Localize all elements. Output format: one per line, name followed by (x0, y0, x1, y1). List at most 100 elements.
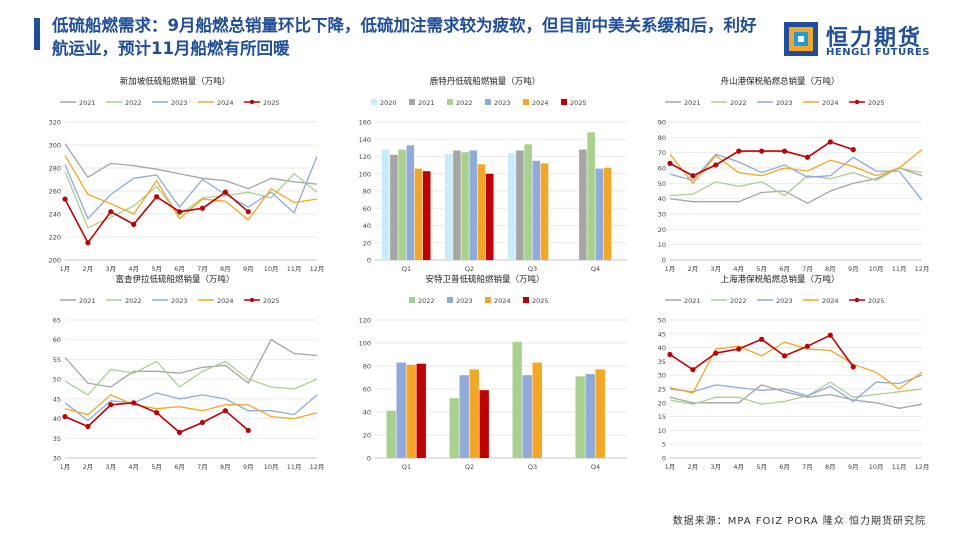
chart-title: 鹿特丹低硫船燃销量（万吨） (430, 76, 541, 87)
x-tick-label: 5月 (756, 265, 767, 273)
y-tick-label: 200 (49, 257, 61, 265)
y-tick-label: 60 (363, 386, 371, 394)
x-tick-label: 5月 (756, 463, 767, 471)
x-tick-label: 8月 (220, 463, 231, 471)
x-tick-label: 10月 (264, 265, 279, 273)
legend-label: 2023 (171, 297, 188, 305)
legend-swatch (523, 297, 529, 303)
legend-item: 2020 (371, 99, 397, 107)
legend-item: 2025 (523, 297, 549, 305)
y-tick-label: 20 (363, 432, 371, 440)
y-tick-label: 40 (658, 344, 666, 352)
x-tick-label: 2月 (688, 463, 699, 471)
legend-label: 2024 (217, 99, 234, 107)
chart-fujairah-monthly-svg: 富查伊拉低硫船燃销量（万吨） 2021 2022 2023 2024 2025 30 35 40… (53, 274, 325, 471)
data-point-2025 (85, 423, 91, 430)
y-tick-label: 320 (49, 119, 61, 127)
y-tick-label: 40 (53, 415, 61, 423)
y-tick-label: 50 (53, 376, 61, 384)
y-tick-label: 10 (658, 241, 666, 249)
series-line-2023 (64, 392, 318, 422)
legend-label: 2024 (494, 297, 511, 305)
series-line-2025 (64, 401, 249, 434)
legend-marker (854, 297, 860, 303)
y-tick-label: 50 (658, 180, 666, 188)
y-tick-label: 50 (658, 317, 666, 325)
data-point-2025 (850, 147, 856, 153)
x-tick-label: 1月 (665, 463, 676, 471)
legend-swatch (409, 297, 415, 303)
bar-2025 (416, 363, 426, 458)
legend-label: 2024 (822, 297, 839, 305)
y-tick-label: 90 (658, 119, 666, 127)
legend-item: 2023 (485, 99, 511, 107)
data-point-2025 (199, 205, 206, 211)
legend-label: 2023 (776, 99, 793, 107)
x-tick-label: Q1 (402, 463, 411, 471)
legend-swatch (447, 297, 453, 303)
legend-item: 2024 (198, 99, 234, 107)
y-tick-label: 70 (658, 149, 666, 157)
x-tick-label: 6月 (174, 463, 185, 471)
legend-item: 2022 (447, 99, 473, 107)
chart-antwerp-svg: 安特卫普低硫船燃销量（万吨） 2022 2023 2024 2025 0 20 40 60 80 1… (359, 274, 627, 471)
legend-item: 2022 (106, 99, 142, 107)
x-tick-label: 1月 (665, 265, 676, 273)
x-tick-label: 3月 (105, 463, 116, 471)
y-tick-label: 45 (53, 395, 61, 403)
y-tick-label: 40 (363, 222, 371, 230)
bar-2023 (459, 375, 469, 458)
x-tick-label: 3月 (105, 265, 116, 273)
legend-item: 2021 (665, 99, 701, 107)
bar-2023 (469, 150, 478, 260)
data-point-2025 (667, 160, 673, 166)
legend-label: 2022 (730, 99, 747, 107)
chart-title: 舟山港保税船燃总销量（万吨） (720, 76, 839, 87)
bar-2023 (522, 375, 532, 458)
x-tick-label: Q4 (591, 463, 600, 471)
x-tick-label: Q2 (465, 265, 474, 273)
x-tick-label: 8月 (220, 265, 231, 273)
y-tick-label: 60 (53, 336, 61, 344)
y-tick-label: 160 (359, 119, 371, 127)
x-tick-label: Q2 (465, 463, 474, 471)
data-point-2025 (690, 367, 696, 373)
legend-item: 2023 (757, 99, 793, 107)
data-point-2025 (804, 343, 811, 349)
data-point-2025 (85, 240, 91, 246)
y-tick-label: 20 (363, 239, 371, 247)
data-point-2025 (222, 189, 228, 195)
legend-label: 2025 (868, 297, 885, 305)
bar-2022 (512, 341, 522, 458)
y-tick-label: 55 (53, 356, 61, 364)
legend-label: 2022 (418, 297, 435, 305)
series-line-2021 (669, 384, 923, 409)
chart-title: 富查伊拉低硫船燃销量（万吨） (115, 274, 234, 285)
series-line-2022 (669, 167, 923, 197)
legend-swatch (561, 99, 567, 105)
data-point-2025 (245, 209, 251, 215)
legend-swatch (447, 99, 453, 105)
y-tick-label: 45 (658, 330, 666, 338)
legend-swatch (485, 297, 491, 303)
x-tick-label: 10月 (869, 265, 884, 273)
chart-singapore-svg: 新加坡低硫船燃销量（万吨） 2021 2022 2023 2024 2025 200 220 2… (49, 76, 325, 273)
data-point-2025 (108, 209, 114, 215)
bar-2024 (477, 164, 486, 260)
title-accent-bar (34, 18, 40, 50)
bar-2022 (386, 410, 396, 458)
x-tick-label: 4月 (128, 265, 139, 273)
logo-text-en: HENGLI FUTURES (826, 47, 930, 58)
bar-2023 (406, 145, 415, 260)
x-tick-label: Q1 (402, 265, 411, 273)
chart-fujairah-quarterly: 鹿特丹低硫船燃销量（万吨） 2020 2021 2022 2023 2024 2025 0 20… (335, 70, 635, 300)
series-line-2024 (64, 394, 318, 420)
legend-label: 2021 (79, 297, 96, 305)
page-title: 低硫船燃需求：9月船燃总销量环比下降，低硫加注需求较为疲软，但目前中美关系缓和后… (52, 16, 757, 58)
legend-item: 2021 (60, 297, 96, 305)
y-tick-label: 30 (658, 211, 666, 219)
legend-label: 2025 (263, 99, 280, 107)
bar-2021 (516, 150, 524, 260)
y-tick-label: 120 (359, 317, 371, 325)
legend-swatch (523, 99, 529, 105)
